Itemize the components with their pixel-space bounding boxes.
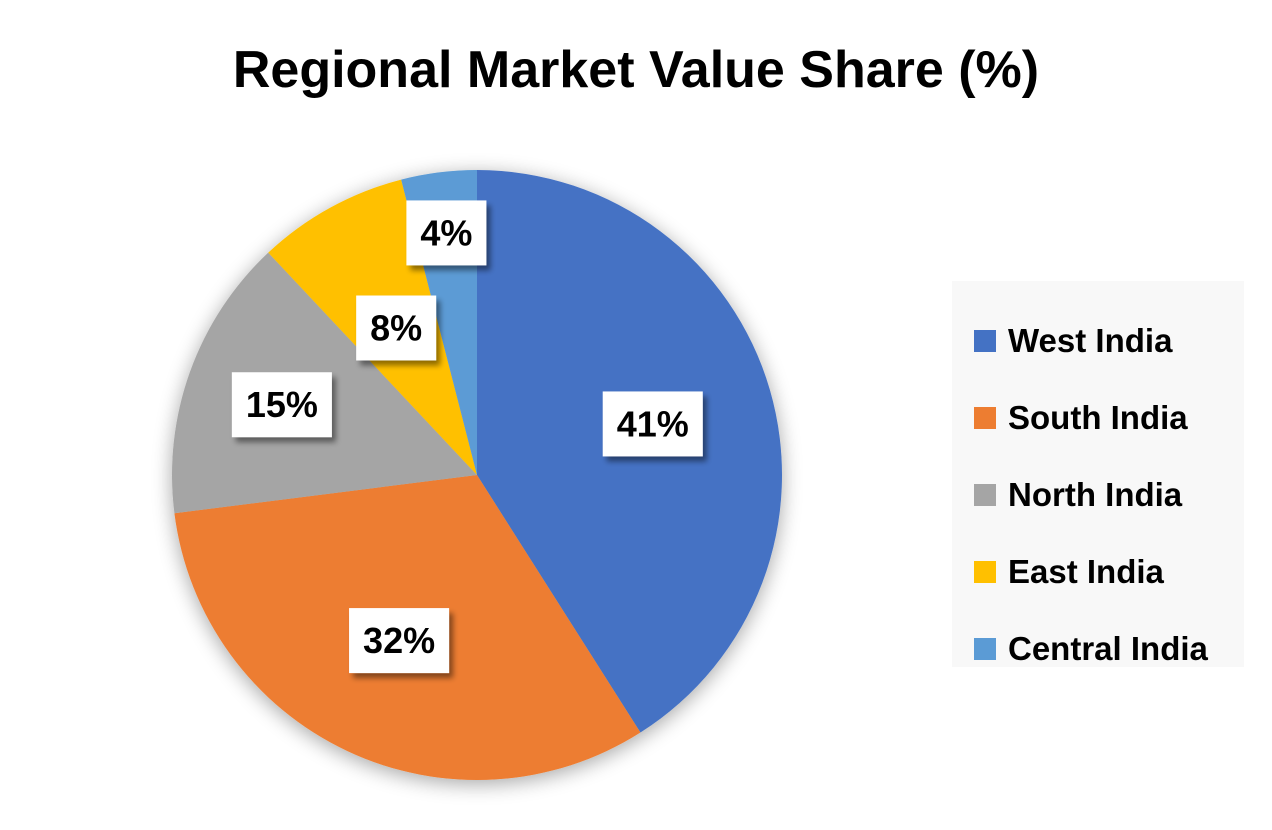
legend-label: Central India <box>1008 629 1208 667</box>
legend-item-north-india: North India <box>952 456 1244 533</box>
legend-item-south-india: South India <box>952 379 1244 456</box>
data-label-box <box>349 608 450 674</box>
legend-swatch <box>974 637 996 660</box>
data-label-text: 32% <box>363 620 435 661</box>
data-label-box <box>602 391 703 457</box>
data-label-south-india: 32% <box>349 608 450 674</box>
data-label-west-india: 41% <box>602 391 703 457</box>
legend-label: East India <box>1008 552 1164 590</box>
chart-legend: West India South India North India East Ind… <box>952 281 1244 667</box>
legend-swatch <box>974 329 996 352</box>
legend-swatch <box>974 483 996 506</box>
data-label-north-india: 15% <box>231 372 332 438</box>
data-label-text: 41% <box>617 403 689 444</box>
chart-title: Regional Market Value Share (%) <box>232 41 1040 99</box>
legend-item-central-india: Central India <box>952 610 1244 687</box>
legend-item-west-india: West India <box>952 302 1244 379</box>
data-label-text: 4% <box>420 212 472 253</box>
data-label-text: 8% <box>370 307 422 348</box>
legend-swatch <box>974 406 996 429</box>
data-label-box <box>406 200 487 266</box>
data-label-box <box>356 295 437 361</box>
pie-data-labels: 41% 32% 15% 8% 4% <box>231 200 703 674</box>
legend-item-east-india: East India <box>952 533 1244 610</box>
legend-label: South India <box>1008 398 1188 436</box>
legend-label: North India <box>1008 475 1183 513</box>
data-label-text: 15% <box>246 384 318 425</box>
legend-label: West India <box>1008 321 1173 359</box>
data-label-east-india: 8% <box>356 295 437 361</box>
data-label-box <box>231 372 332 438</box>
data-label-central-india: 4% <box>406 200 487 266</box>
legend-swatch <box>974 560 996 583</box>
